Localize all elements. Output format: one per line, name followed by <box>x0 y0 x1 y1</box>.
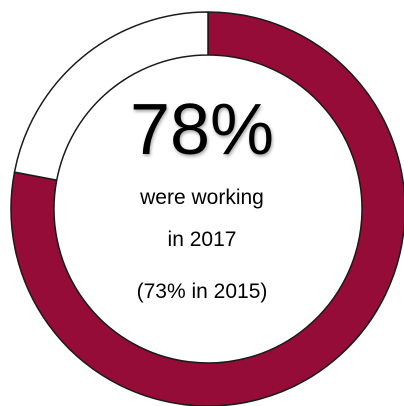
slice-not-working <box>13 11 209 181</box>
center-percentage: 78% <box>129 90 275 170</box>
center-caption-year: in 2017 <box>167 228 237 251</box>
center-caption-comparison: (73% in 2015) <box>136 280 268 303</box>
slice-working <box>10 11 404 406</box>
center-caption-working: were working <box>140 186 264 209</box>
